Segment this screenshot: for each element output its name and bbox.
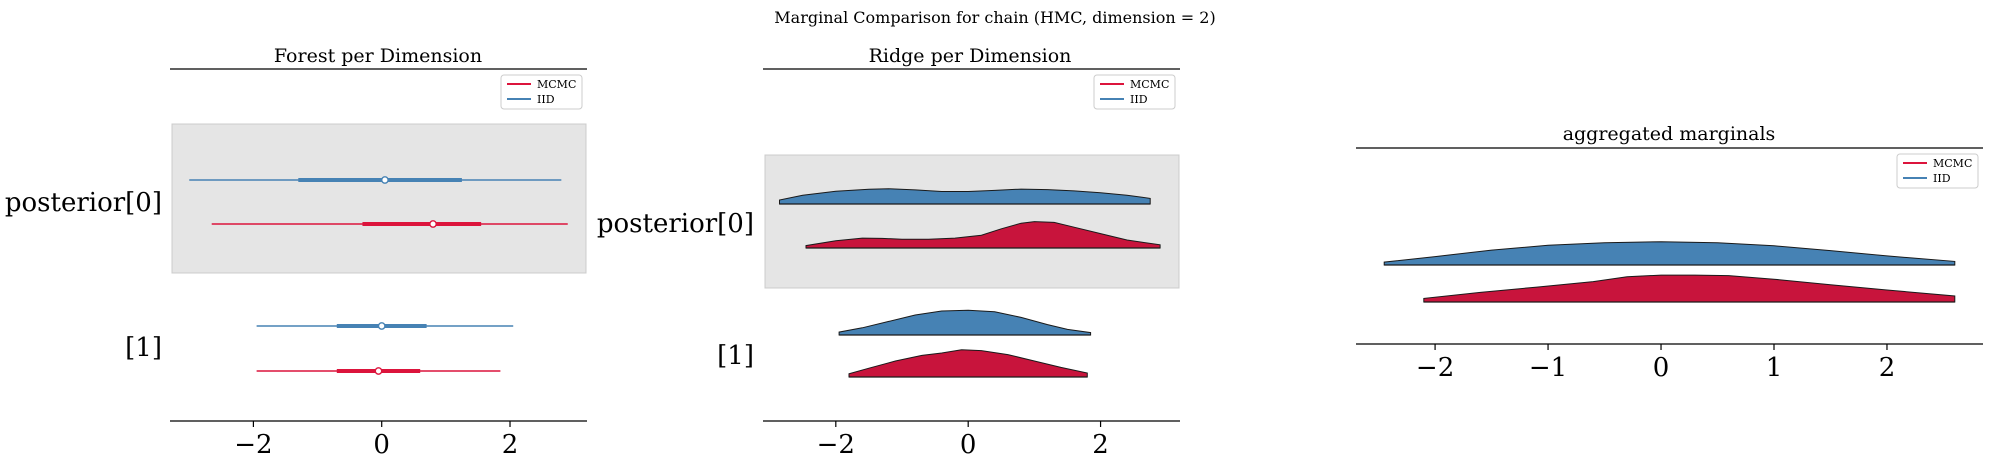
x-tick-label: 0 — [960, 430, 977, 460]
x-tick-label: −1 — [1529, 353, 1567, 383]
ridge-row-band — [764, 154, 1180, 289]
aggregated-panel-title: aggregated marginals — [1563, 123, 1776, 145]
x-tick-label: −2 — [1416, 353, 1454, 383]
x-tick-label: −2 — [817, 430, 855, 460]
forest-ylabel-0: posterior[0] — [5, 188, 162, 218]
aggregated-legend-mcmc-label: MCMC — [1933, 157, 1972, 170]
ridge-density-1-iid — [838, 309, 1092, 336]
x-tick-label: −2 — [234, 430, 272, 460]
ridge-density-posterior-0-iid — [779, 188, 1151, 205]
x-tick-label: 0 — [1653, 353, 1670, 383]
x-tick-label: 2 — [1879, 353, 1896, 383]
median-point-posterior-0-mcmc — [429, 220, 437, 228]
forest-panel-title: Forest per Dimension — [274, 45, 482, 67]
ridge-panel-title: Ridge per Dimension — [869, 45, 1072, 67]
forest-panel: Forest per Dimension posterior[0] [1] −2… — [5, 45, 587, 460]
ridge-density-row-iid — [1383, 241, 1956, 266]
forest-legend: MCMC IID — [500, 74, 583, 110]
forest-legend-iid-label: IID — [537, 93, 555, 106]
ridge-legend-mcmc-label: MCMC — [1130, 78, 1169, 91]
figure-suptitle: Marginal Comparison for chain (HMC, dime… — [774, 8, 1215, 27]
forest-ylabel-1: [1] — [125, 333, 162, 363]
aggregated-marks — [1383, 241, 1956, 303]
ridge-x-ticks: −2 0 2 — [817, 421, 1109, 460]
aggregated-panel: aggregated marginals −2 −1 0 1 2 MCMC IID — [1356, 123, 1983, 383]
aggregated-legend-iid-label: IID — [1933, 172, 1951, 185]
x-tick-label: 1 — [1766, 353, 1783, 383]
forest-x-ticks: −2 0 2 — [234, 421, 518, 460]
ridge-legend-iid-label: IID — [1130, 93, 1148, 106]
ridge-panel: Ridge per Dimension posterior[0] [1] −2 0… — [597, 45, 1180, 460]
ridge-legend: MCMC IID — [1093, 74, 1176, 110]
ridge-density-row-mcmc — [1423, 274, 1956, 303]
aggregated-legend: MCMC IID — [1896, 153, 1979, 189]
ridge-ylabel-1: [1] — [717, 341, 754, 371]
forest-legend-mcmc-label: MCMC — [537, 78, 576, 91]
median-point-posterior-0-iid — [381, 176, 389, 184]
median-point-1-iid — [377, 322, 386, 330]
ridge-marks — [779, 188, 1161, 378]
aggregated-x-ticks: −2 −1 0 1 2 — [1416, 344, 1895, 383]
ridge-density-posterior-0-mcmc — [805, 221, 1161, 249]
x-tick-label: 2 — [502, 430, 519, 460]
x-tick-label: 2 — [1092, 430, 1109, 460]
ridge-ylabel-0: posterior[0] — [597, 209, 754, 239]
forest-row-band — [171, 123, 587, 274]
median-point-1-mcmc — [374, 367, 383, 375]
x-tick-label: 0 — [373, 430, 390, 460]
forest-marks — [189, 176, 568, 375]
ridge-density-1-mcmc — [848, 349, 1088, 378]
